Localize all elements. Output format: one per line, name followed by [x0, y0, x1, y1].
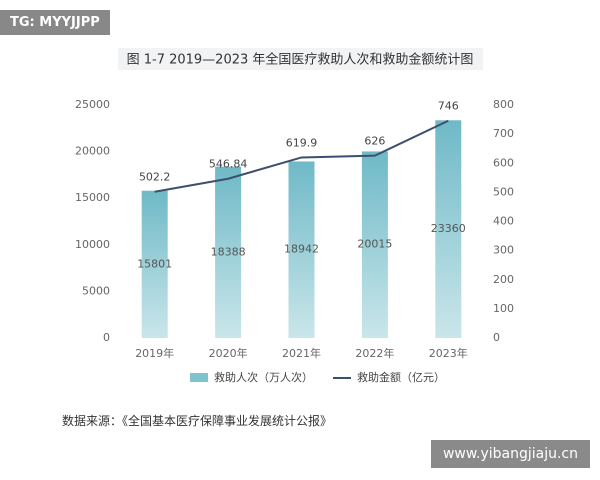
bar-value-label: 23360	[431, 222, 466, 235]
line-value-label: 502.2	[139, 171, 171, 184]
y-tick-label: 15000	[75, 191, 110, 204]
y2-tick-label: 0	[493, 331, 500, 344]
chart-title: 图 1-7 2019—2023 年全国医疗救助人次和救助金额统计图	[127, 52, 474, 68]
x-tick-label: 2019年	[135, 346, 174, 360]
y-tick-label: 10000	[75, 238, 110, 251]
y2-tick-label: 100	[493, 302, 514, 315]
x-tick-label: 2021年	[282, 346, 321, 360]
bar	[361, 151, 388, 338]
x-tick-label: 2022年	[355, 346, 394, 360]
x-tick-label: 2020年	[209, 346, 248, 360]
y2-tick-label: 600	[493, 156, 514, 169]
line-value-label: 626	[364, 135, 385, 148]
line	[154, 119, 449, 193]
bar-value-label: 18388	[211, 245, 246, 258]
bar	[141, 190, 168, 338]
website-badge: www.yibangjiaju.cn	[430, 440, 590, 468]
line-value-label: 746	[438, 100, 459, 113]
y-tick-label: 0	[103, 331, 110, 344]
y2-tick-label: 400	[493, 215, 514, 228]
y2-tick-label: 300	[493, 244, 514, 257]
source-note: 数据来源：《全国基本医疗保障事业发展统计公报》	[62, 414, 333, 428]
y-tick-label: 25000	[75, 98, 110, 111]
x-tick-label: 2023年	[429, 346, 468, 360]
y-tick-label: 5000	[82, 284, 110, 297]
bar-value-label: 15801	[137, 257, 172, 270]
bar-value-label: 18942	[284, 243, 319, 256]
legend-label: 救助金额（亿元）	[357, 370, 445, 384]
badge: TG: MYYJJPP	[0, 10, 110, 35]
bar	[288, 161, 315, 338]
y2-tick-label: 500	[493, 185, 514, 198]
line-value-label: 546.84	[209, 158, 248, 171]
y2-tick-label: 200	[493, 273, 514, 286]
title-background	[118, 48, 483, 70]
legend-swatch	[190, 373, 208, 382]
bar	[215, 166, 242, 338]
bar-value-label: 20015	[357, 238, 392, 251]
y2-tick-label: 800	[493, 98, 514, 111]
legend-label: 救助人次（万人次）	[214, 370, 313, 384]
line-value-label: 619.9	[286, 136, 318, 149]
y-tick-label: 20000	[75, 145, 110, 158]
bar	[435, 120, 462, 339]
y2-tick-label: 700	[493, 127, 514, 140]
